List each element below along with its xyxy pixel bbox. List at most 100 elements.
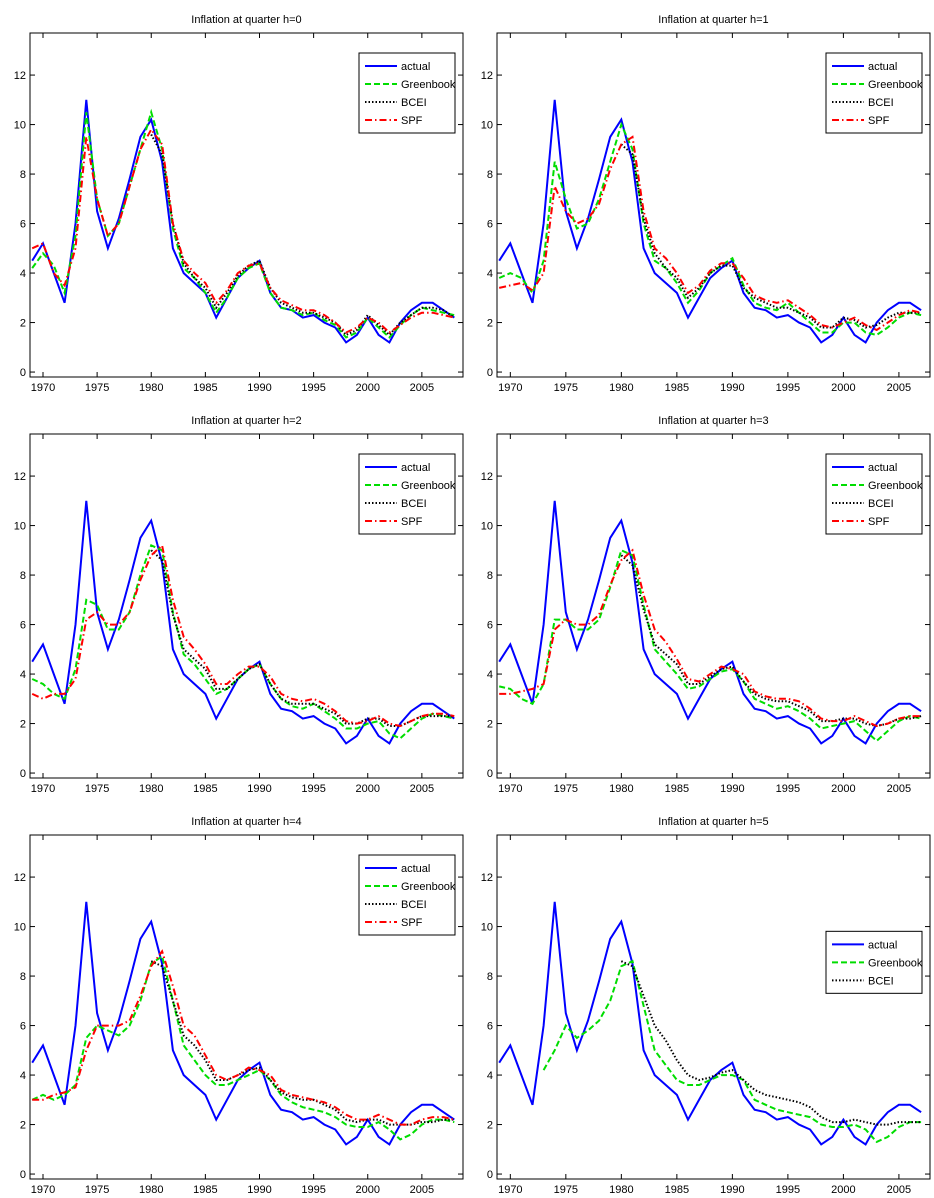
y-tick-label: 4 [20, 669, 26, 681]
y-tick-label: 6 [487, 219, 493, 231]
series-line [498, 548, 922, 743]
series-line [498, 121, 922, 336]
series-line [620, 960, 922, 1126]
x-tick-label: 1995 [301, 1184, 325, 1196]
x-tick-label: 1995 [301, 382, 325, 394]
x-tick-label: 1985 [193, 382, 217, 394]
legend-label: Greenbook [868, 480, 923, 492]
y-tick-label: 10 [481, 120, 493, 132]
legend-label: Greenbook [401, 79, 456, 91]
y-tick-label: 6 [20, 1021, 26, 1033]
x-tick-label: 1985 [665, 783, 689, 795]
x-tick-label: 1990 [247, 382, 271, 394]
x-tick-label: 2000 [355, 1184, 379, 1196]
legend-label: BCEI [868, 975, 894, 987]
x-tick-label: 2005 [410, 783, 434, 795]
series-line [31, 954, 455, 1141]
series-line [620, 554, 922, 728]
series-line [499, 548, 922, 728]
x-tick-label: 1970 [498, 382, 522, 394]
x-tick-label: 1980 [609, 382, 633, 394]
series-line [498, 99, 922, 344]
legend-label: SPF [868, 516, 890, 528]
panel-title: Inflation at quarter h=3 [658, 415, 768, 427]
series-line [31, 544, 455, 740]
x-tick-label: 2000 [831, 1184, 855, 1196]
legend-label: SPF [401, 917, 423, 929]
series-line [150, 549, 455, 727]
y-tick-label: 4 [487, 669, 493, 681]
x-tick-label: 1995 [776, 783, 800, 795]
series-line [150, 134, 455, 337]
legend-label: actual [868, 462, 897, 474]
axes-box [29, 834, 464, 1180]
x-tick-label: 1970 [498, 1184, 522, 1196]
x-tick-label: 1980 [609, 1184, 633, 1196]
y-tick-label: 6 [20, 219, 26, 231]
x-tick-label: 1975 [554, 1184, 578, 1196]
legend-label: actual [401, 61, 430, 73]
y-tick-label: 2 [487, 318, 493, 330]
y-tick-label: 8 [20, 169, 26, 181]
y-tick-label: 2 [487, 1120, 493, 1132]
x-tick-label: 2005 [410, 382, 434, 394]
y-tick-label: 4 [487, 268, 493, 280]
y-tick-label: 10 [14, 120, 26, 132]
x-tick-label: 1975 [85, 382, 109, 394]
x-tick-label: 2005 [887, 382, 911, 394]
y-tick-label: 6 [20, 620, 26, 632]
y-tick-label: 2 [20, 318, 26, 330]
axes-box [496, 433, 931, 779]
y-tick-label: 10 [14, 521, 26, 533]
x-tick-label: 1975 [554, 382, 578, 394]
y-tick-label: 0 [20, 768, 26, 780]
series-line [31, 901, 455, 1146]
y-tick-label: 12 [481, 70, 493, 82]
y-tick-label: 2 [20, 1120, 26, 1132]
series-line [31, 543, 455, 728]
x-tick-label: 1980 [139, 1184, 163, 1196]
legend-label: actual [401, 462, 430, 474]
y-tick-label: 0 [487, 768, 493, 780]
y-tick-label: 10 [481, 922, 493, 934]
legend-label: Greenbook [401, 881, 456, 893]
x-tick-label: 1975 [85, 783, 109, 795]
legend-label: Greenbook [401, 480, 456, 492]
panel-title: Inflation at quarter h=4 [191, 816, 301, 828]
legend-label: actual [401, 863, 430, 875]
y-tick-label: 2 [487, 719, 493, 731]
x-tick-label: 2000 [831, 382, 855, 394]
x-tick-label: 2005 [887, 783, 911, 795]
legend-label: SPF [401, 115, 423, 127]
x-tick-label: 1985 [665, 1184, 689, 1196]
x-tick-label: 1970 [31, 783, 55, 795]
panel-title: Inflation at quarter h=0 [191, 14, 301, 26]
x-tick-label: 2000 [831, 783, 855, 795]
x-tick-label: 2000 [355, 783, 379, 795]
panel-title: Inflation at quarter h=5 [658, 816, 768, 828]
legend-label: BCEI [868, 498, 894, 510]
y-tick-label: 2 [20, 719, 26, 731]
x-tick-label: 1980 [139, 382, 163, 394]
y-tick-label: 0 [487, 367, 493, 379]
y-tick-label: 12 [14, 70, 26, 82]
x-tick-label: 2005 [410, 1184, 434, 1196]
y-tick-label: 12 [481, 471, 493, 483]
y-tick-label: 12 [14, 872, 26, 884]
panel-title: Inflation at quarter h=2 [191, 415, 301, 427]
y-tick-label: 0 [20, 367, 26, 379]
x-tick-label: 1990 [720, 1184, 744, 1196]
x-tick-label: 2000 [355, 382, 379, 394]
x-tick-label: 1985 [193, 783, 217, 795]
x-tick-label: 1995 [776, 382, 800, 394]
x-tick-label: 1970 [31, 1184, 55, 1196]
y-tick-label: 8 [20, 570, 26, 582]
legend-label: Greenbook [868, 79, 923, 91]
x-tick-label: 1980 [609, 783, 633, 795]
x-tick-label: 1995 [776, 1184, 800, 1196]
series-line [31, 99, 455, 344]
series-line [31, 127, 455, 334]
y-tick-label: 6 [487, 1021, 493, 1033]
x-tick-label: 1985 [665, 382, 689, 394]
